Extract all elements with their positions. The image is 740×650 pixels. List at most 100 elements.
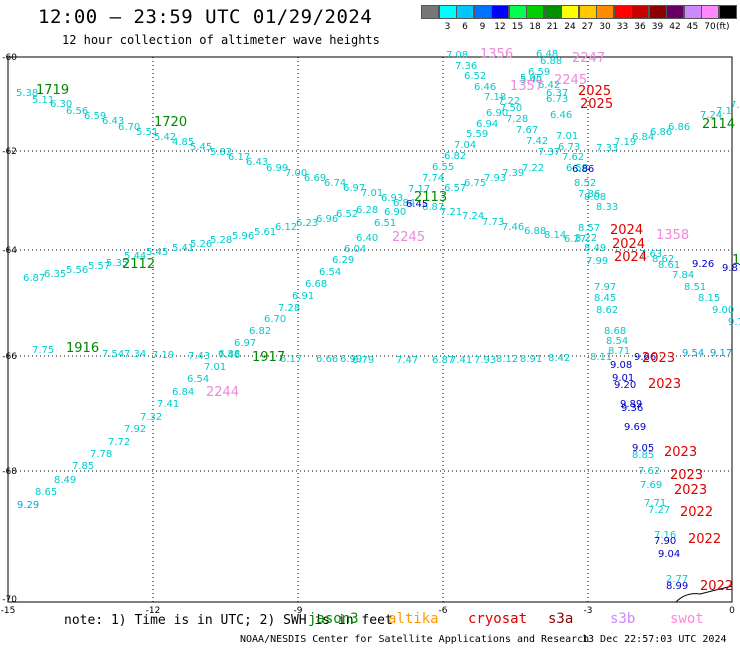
wave-height-label: 2.77 [666,574,688,585]
scale-label: 70 [704,22,716,32]
page-subtitle: 12 hour collection of altimeter wave hei… [62,33,380,47]
wave-height-label: 7.36 [455,61,477,72]
time-label: 2245 [554,73,587,88]
wave-height-label: 8.12 [496,354,518,365]
wave-height-label: 6.90 [486,108,508,119]
wave-height-label: 7.22 [522,163,544,174]
wave-height-label: 6.52 [464,71,486,82]
wave-height-label: 7.32 [140,412,162,423]
wave-height-label: 7.28 [278,303,300,314]
wave-height-label: 7.04 [454,140,476,151]
wave-height-label: 5.59 [466,129,488,140]
wave-height-label: 7.46 [218,350,240,361]
wave-height-label: 6.87 [422,202,444,213]
time-label: 1356 [480,47,513,62]
wave-height-label: 7.92 [124,424,146,435]
wave-height-label: 6.46 [550,110,572,121]
wave-height-label: 6.70 [118,122,140,133]
wave-height-label: 8.11 [590,352,612,363]
wave-height-label: 6.59 [528,67,550,78]
lon-tick-label: -9 [294,606,303,616]
wave-height-label: 6.57 [444,183,466,194]
wave-height-label: 7.43 [188,351,210,362]
wave-height-label: 7.41 [450,355,472,366]
wave-height-label: 6.91 [292,291,314,302]
wave-height-label: 6.04 [344,244,366,255]
wave-height-label: 6.70 [264,314,286,325]
wave-height-label: 7.01 [204,362,226,373]
wave-height-label: 5.51 [136,127,158,138]
wave-height-label: 6.86 [668,122,690,133]
wave-height-label: 7.67 [516,125,538,136]
wave-height-label: 7.86 [578,189,600,200]
scale-label: 42 [669,22,681,32]
wave-height-label: 6.51 [374,218,396,229]
legend-altika: altika [388,611,439,627]
page-title: 12:00 — 23:59 UTC 01/29/2024 [38,6,373,28]
wave-height-label: 5.56 [66,265,88,276]
note-text: note: 1) Time is in UTC; 2) SWH is in fe… [64,613,393,628]
wave-height-label: 8.91 [520,354,542,365]
wave-height-label: 7.72 [108,437,130,448]
wave-height-label: 6.17 [228,152,250,163]
wave-height-label: 6.43 [246,157,268,168]
wave-height-label: 8.49 [54,475,76,486]
wave-height-label: 6.88 [524,226,546,237]
wave-height-label: 9.01 [612,373,634,384]
wave-height-label: 5.61 [254,227,276,238]
time-label: 1720 [154,115,187,130]
wave-height-label: 6.55 [432,162,454,173]
scale-label: 15 [511,22,524,32]
wave-height-label: 8.57 [578,223,600,234]
wave-height-label: 6.59 [84,111,106,122]
wave-height-label: 9.17 [710,348,732,359]
wave-height-label: 7.19 [152,350,174,361]
scale-label: 12 [494,22,506,32]
lon-tick-label: -15 [1,606,16,616]
wave-height-label: 6.69 [304,173,326,184]
wave-height-label: 6.94 [476,119,498,130]
wave-height-label: 7.54 [102,349,124,360]
wave-height-label: 9.89 [620,399,642,410]
legend-s3b: s3b [610,611,636,627]
wave-height-label: 6.73 [546,94,568,105]
scale-label: 18 [529,22,541,32]
wave-height-label: 8.52 [574,178,596,189]
wave-height-label: 9.05 [632,443,654,454]
wave-height-label: 6.29 [332,255,354,266]
wave-height-label: 9.7 [728,317,740,328]
wave-height-label: 7.74 [422,173,444,184]
wave-height-label: 7.62 [562,152,584,163]
wave-height-label: 6.40 [356,233,378,244]
wave-height-label: 7.63 [640,249,662,260]
wave-height-label: 7.33 [596,143,618,154]
time-label: 1 [732,253,740,268]
wave-height-label: 6.23 [296,218,318,229]
wave-height-label: 9.54 [682,348,704,359]
wave-height-label: 7.62 [638,466,660,477]
wave-height-label: 7.34 [124,349,146,360]
wave-height-label: 6.99 [340,354,362,365]
axis-ticks: -15 -12 -9 -6 -3 0 -60 -62 -64 -66 -68 -70 [1,53,735,616]
wave-height-label: 5.44 [124,251,146,262]
wave-height-label: 4.85 [172,137,194,148]
lat-tick-label: -68 [2,467,17,477]
wave-height-label: 5.96 [232,231,254,242]
wave-height-label: 7.24 [462,211,484,222]
wave-height-label: 6.68 [305,279,327,290]
lat-tick-label: -62 [2,147,17,157]
wave-height-label: 9.20 [614,380,636,391]
wave-height-label: 7.93 [474,355,496,366]
time-label: 1916 [66,341,99,356]
wave-height-label: 6.58 [566,163,588,174]
map-frame [7,56,733,603]
wave-height-label: 8.15 [698,293,720,304]
wave-height-label: 6.17 [280,354,302,365]
time-label: 1917 [252,350,285,365]
wave-height-label: 6.87 [432,355,454,366]
wave-height-label: 6.35 [44,269,66,280]
wave-height-label: 6.73 [558,142,580,153]
wave-height-label: 8.22 [575,233,597,244]
wave-height-label: 7.75 [32,345,54,356]
